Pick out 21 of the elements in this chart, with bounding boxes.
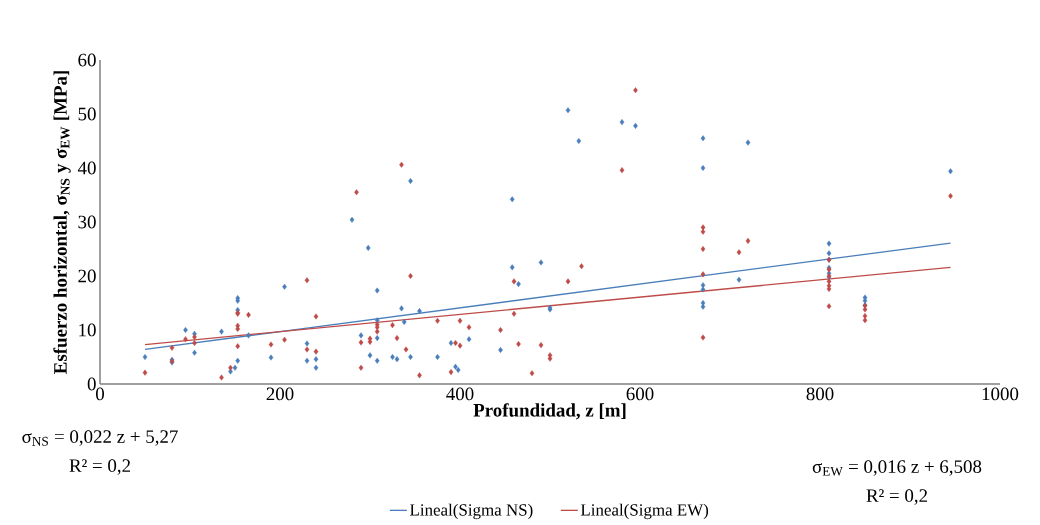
text: σ$_{NS}$ = 0,022 z + 5,27 [22, 430, 178, 446]
legend-label: Lineal(Sigma NS) [410, 503, 533, 520]
text: R² = 0,2 [866, 489, 928, 505]
text: σ$_{EW}$ = 0,016 z + 6,508 [812, 460, 982, 476]
x-axis-title: Profundidad, z [m] [473, 403, 626, 420]
text: R² = 0,2 [69, 459, 131, 475]
y-tick-label: 20 [78, 269, 96, 283]
x-tick-label: 600 [626, 387, 654, 401]
x-tick-label: 0 [96, 387, 105, 401]
x-tick-label: 400 [446, 387, 474, 401]
y-tick-label: 50 [78, 107, 96, 121]
x-tick-label: 800 [806, 387, 834, 401]
y-tick-label: 0 [87, 377, 96, 391]
y-axis-title: Esfuerzo horizontal, σ$_{NS}$ y σ$_{EW}$ [MPa] [53, 71, 71, 374]
y-tick-label: 40 [77, 161, 96, 175]
y-tick-label: 30 [78, 215, 96, 229]
x-tick-label: 200 [266, 387, 294, 401]
y-tick-label: 60 [78, 53, 96, 67]
legend-label: Lineal(Sigma EW) [580, 503, 709, 520]
x-tick-label: 1000 [982, 387, 1019, 401]
y-tick-label: 10 [79, 323, 96, 337]
